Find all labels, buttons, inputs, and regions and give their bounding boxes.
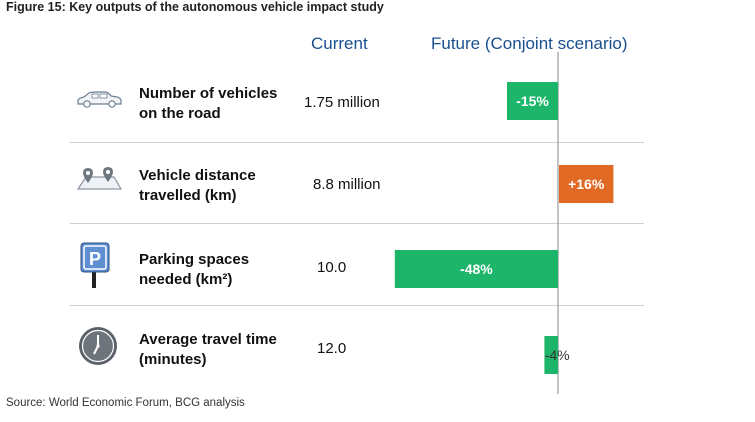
row-label-line: Average travel time	[139, 331, 277, 348]
row-divider	[70, 142, 644, 143]
row-label-vehicles: Number of vehicles on the road	[139, 84, 277, 124]
current-value-parking: 10.0	[317, 259, 347, 276]
row-label-line: Parking spaces	[139, 251, 250, 268]
row-label-line: on the road	[139, 105, 221, 122]
source-note: Source: World Economic Forum, BCG analys…	[6, 397, 245, 409]
bar-data-label: -4%	[545, 347, 570, 363]
row-divider	[70, 223, 644, 224]
svg-text:P: P	[89, 249, 101, 269]
row-label-travel-time: Average travel time (minutes)	[139, 330, 277, 370]
future-bar	[559, 165, 614, 203]
row-label-line: Vehicle distance	[139, 167, 256, 184]
row-label-line: travelled (km)	[139, 187, 237, 204]
bar-data-label: -48%	[460, 261, 493, 277]
car-icon	[74, 91, 124, 114]
clock-icon	[78, 326, 118, 371]
bar-data-label: +16%	[568, 176, 605, 192]
row-label-parking: Parking spaces needed (km²)	[139, 250, 249, 290]
row-label-line: (minutes)	[139, 351, 207, 368]
current-value-distance: 8.8 million	[313, 176, 381, 193]
current-value-vehicles: 1.75 million	[304, 94, 380, 111]
row-divider	[70, 305, 644, 306]
map-pins-icon	[74, 165, 124, 198]
future-column-header: Future (Conjoint scenario)	[431, 34, 628, 53]
row-label-line: needed (km²)	[139, 271, 233, 288]
row-label-distance: Vehicle distance travelled (km)	[139, 166, 256, 206]
current-column-header: Current	[311, 34, 368, 53]
row-label-line: Number of vehicles	[139, 85, 278, 102]
bar-data-label: -15%	[516, 93, 549, 109]
current-value-travel-time: 12.0	[317, 340, 347, 357]
figure-title: Figure 15: Key outputs of the autonomous…	[6, 0, 384, 14]
future-bar	[544, 336, 558, 374]
parking-sign-icon: P	[80, 242, 110, 295]
future-bar	[394, 250, 558, 288]
future-bar	[507, 82, 558, 120]
